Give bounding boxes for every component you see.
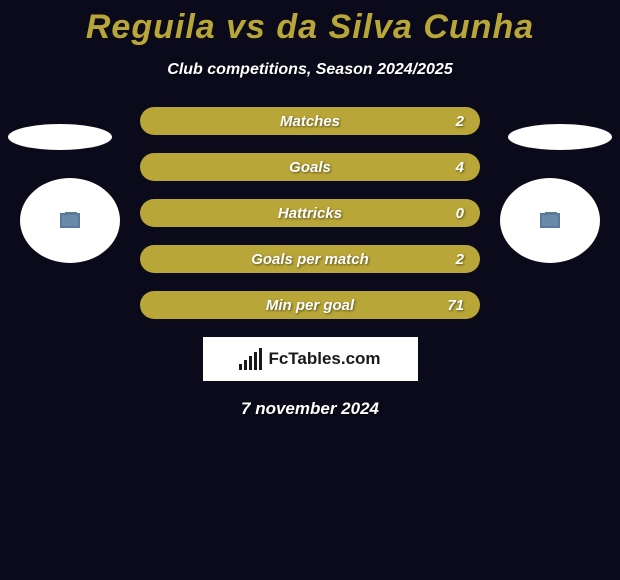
stat-label: Goals per match	[251, 251, 369, 268]
stat-label: Hattricks	[278, 205, 342, 222]
stat-label: Min per goal	[266, 297, 354, 314]
stat-value: 2	[456, 113, 464, 130]
placeholder-icon	[60, 213, 80, 228]
stat-row-hattricks: Hattricks 0	[140, 199, 480, 227]
stat-row-goals: Goals 4	[140, 153, 480, 181]
stat-value: 2	[456, 251, 464, 268]
left-shadow-ellipse	[8, 124, 112, 150]
site-name: FcTables.com	[268, 349, 380, 369]
placeholder-icon	[540, 213, 560, 228]
date-label: 7 november 2024	[0, 399, 620, 419]
stat-label: Goals	[289, 159, 331, 176]
branding-logo[interactable]: FcTables.com	[203, 337, 418, 381]
stat-row-min-per-goal: Min per goal 71	[140, 291, 480, 319]
stat-value: 4	[456, 159, 464, 176]
left-player-badge	[20, 178, 120, 263]
page-title: Reguila vs da Silva Cunha	[0, 0, 620, 47]
stat-value: 71	[447, 297, 464, 314]
stat-row-goals-per-match: Goals per match 2	[140, 245, 480, 273]
chart-icon	[239, 348, 262, 370]
stat-label: Matches	[280, 113, 340, 130]
right-player-badge	[500, 178, 600, 263]
right-shadow-ellipse	[508, 124, 612, 150]
page-subtitle: Club competitions, Season 2024/2025	[0, 61, 620, 79]
stat-row-matches: Matches 2	[140, 107, 480, 135]
stat-value: 0	[456, 205, 464, 222]
